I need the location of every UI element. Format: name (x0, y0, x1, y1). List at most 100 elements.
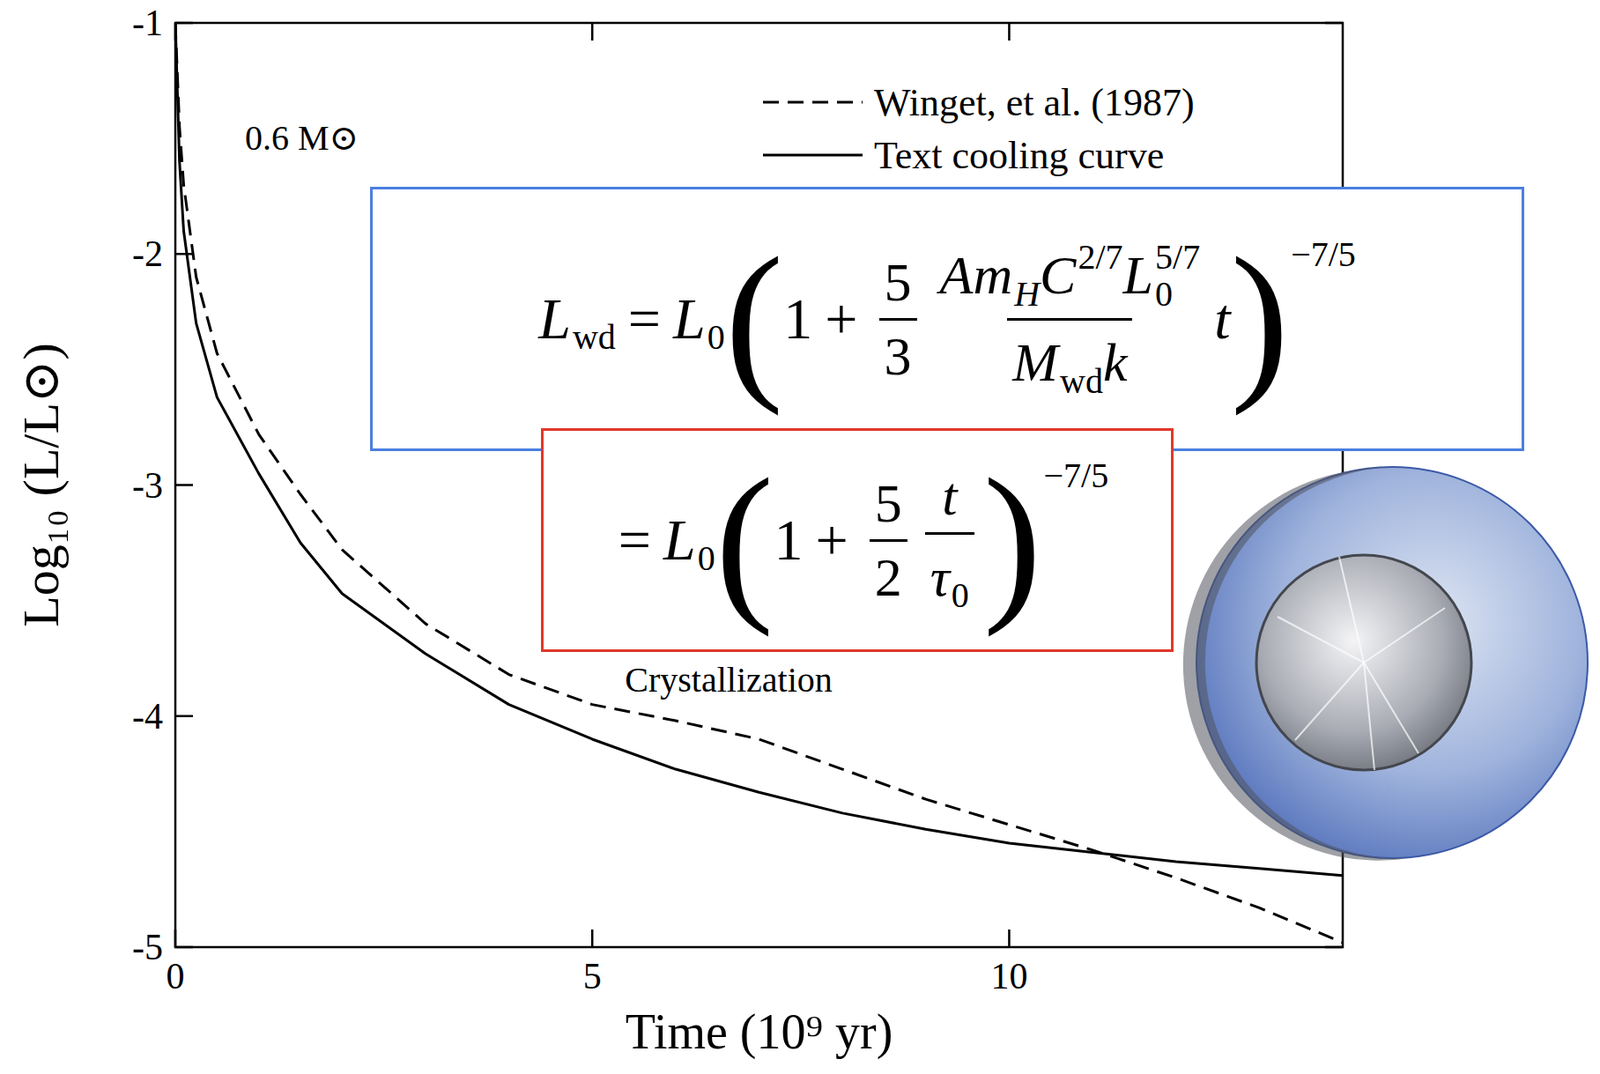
symbol-text: L (538, 287, 571, 352)
legend-label: Text cooling curve (874, 133, 1164, 178)
parenthesis: )−7/5 (1230, 230, 1356, 408)
symbol: Mwd (1012, 325, 1104, 400)
denominator: Mwdk (1007, 318, 1133, 400)
scripts: H (1014, 238, 1040, 313)
spacer (697, 503, 716, 541)
superscript: 2/7 (1077, 238, 1123, 276)
symbol-text: 1 (783, 287, 813, 352)
scripts: wd (1059, 325, 1104, 400)
denominator: 3 (879, 318, 918, 386)
equation-box: =L0(1+52tτ0)−7/5 (540, 428, 1174, 652)
symbol-text: L (673, 287, 706, 352)
scripts: −7/5 (1290, 236, 1356, 274)
operator: + (814, 508, 848, 573)
symbol-text: m (972, 244, 1013, 305)
symbol-text: ) (983, 451, 1043, 629)
white-dwarf-illustration (1183, 466, 1588, 861)
equation: =L0(1+52tτ0)−7/5 (606, 451, 1109, 629)
scripts: −7/5 (1043, 457, 1109, 495)
symbol-text: L (663, 508, 697, 573)
superscript: −7/5 (1290, 236, 1356, 274)
symbol: L0 (663, 503, 716, 578)
superscript: −7/5 (1043, 457, 1109, 495)
annotation: Crystallization (624, 659, 833, 700)
symbol: t (1214, 287, 1230, 352)
numerator: 5 (869, 473, 908, 539)
symbol-text: 2 (874, 547, 903, 608)
crystal-facet (1339, 556, 1364, 663)
symbol-text: = (628, 287, 661, 352)
subscript: H (1014, 275, 1040, 313)
denominator: τ0 (925, 532, 975, 615)
x-tick-label: 0 (166, 955, 186, 997)
symbol-text: L (1123, 244, 1154, 305)
symbol-text: k (1103, 332, 1128, 393)
symbol: L0 (673, 281, 726, 356)
symbol-text: t (941, 466, 957, 526)
equation: Lwd=L0(1+53AmHC2/7L5/70Mwdkt)−7/5 (538, 230, 1356, 408)
parenthesis: )−7/5 (983, 451, 1109, 629)
subscript: wd (572, 318, 616, 356)
spacer (1059, 325, 1104, 363)
symbol-text: ( (715, 451, 775, 629)
x-tick (591, 929, 594, 948)
symbol-text: + (824, 287, 858, 352)
x-tick-top (1007, 22, 1011, 41)
subscript: wd (1059, 362, 1104, 400)
y-tick-label: -5 (132, 926, 163, 968)
y-tick (175, 715, 193, 719)
symbol: L5/70 (1123, 238, 1201, 313)
subscript: 0 (951, 577, 970, 615)
series-line (175, 22, 1343, 943)
spacer (572, 281, 616, 319)
symbol: mH (972, 238, 1040, 313)
x-tick-top (591, 22, 594, 41)
y-tick-right (1325, 22, 1343, 25)
symbol: 1 (773, 508, 803, 573)
x-axis-title: Time (10⁹ yr) (625, 1004, 894, 1060)
symbol: 5 (874, 473, 903, 534)
white-dwarf-core (1256, 555, 1472, 771)
scripts: wd (572, 281, 616, 356)
symbol: 3 (884, 325, 912, 386)
symbol: 2 (874, 547, 903, 608)
y-tick-label: -4 (132, 696, 163, 737)
symbol: k (1103, 332, 1128, 393)
symbol: t (941, 466, 957, 526)
fraction: tτ0 (925, 466, 975, 614)
y-tick-label: -2 (132, 233, 163, 275)
symbol-text: ) (1230, 230, 1290, 408)
subscript: 0 (697, 540, 716, 578)
numerator: t (936, 466, 963, 532)
symbol: Lwd (538, 281, 616, 356)
numerator: 5 (879, 251, 918, 318)
symbol: 1 (783, 287, 813, 352)
symbol-text: 1 (773, 508, 803, 573)
y-tick-label: -3 (132, 465, 163, 506)
symbol-text: 3 (884, 325, 912, 386)
plot-frame (175, 22, 1343, 948)
crystal-facet (1295, 662, 1364, 741)
parenthesis: ( (715, 451, 775, 629)
operator: + (824, 287, 858, 352)
curves (175, 22, 1343, 943)
fraction: 53 (879, 251, 918, 386)
equation-box: Lwd=L0(1+53AmHC2/7L5/70Mwdkt)−7/5 (370, 186, 1525, 452)
symbol: τ0 (930, 540, 970, 615)
spacer (951, 540, 970, 578)
scripts: 0 (707, 281, 726, 356)
symbol-text: C (1039, 244, 1076, 305)
crystal-facet (1277, 616, 1364, 663)
scripts: 0 (697, 503, 716, 578)
numerator: AmHC2/7L5/70 (934, 238, 1207, 319)
x-tick (174, 929, 178, 948)
fraction: AmHC2/7L5/70Mwdk (934, 238, 1207, 400)
symbol-text: 5 (884, 251, 912, 312)
symbol-text: τ (930, 547, 950, 608)
y-tick (175, 946, 193, 949)
spacer (1077, 275, 1123, 313)
x-tick (1007, 929, 1011, 948)
denominator: 2 (869, 539, 908, 608)
symbol-text: t (1214, 287, 1230, 352)
x-tick-label: 5 (583, 955, 602, 997)
